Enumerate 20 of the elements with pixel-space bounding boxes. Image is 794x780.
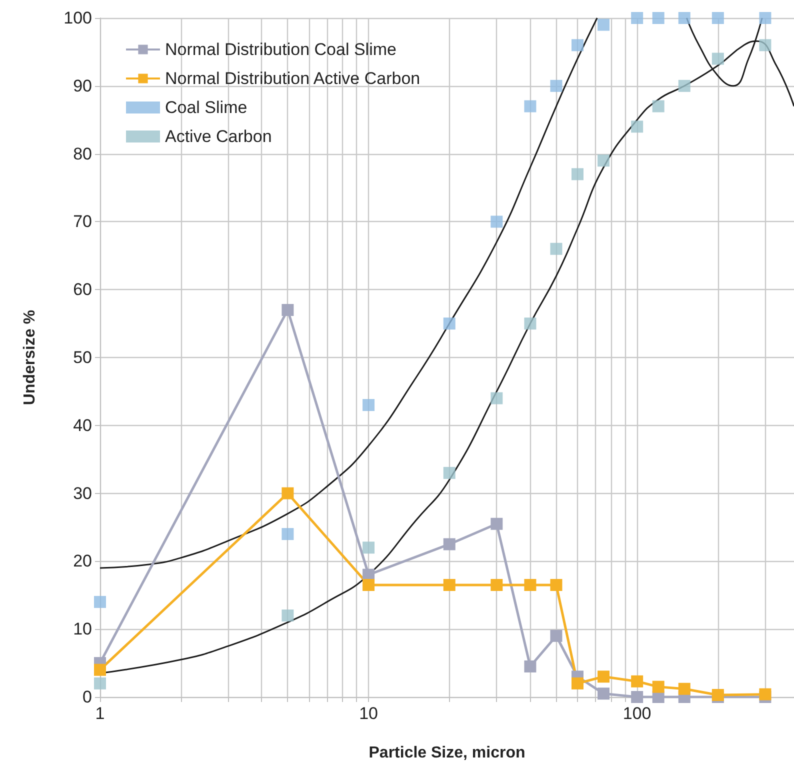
y-tick-label: 90 — [73, 76, 92, 96]
y-tick-label: 0 — [82, 688, 92, 706]
y-tick-label: 80 — [73, 144, 92, 164]
x-tick-label: 1 — [95, 704, 105, 723]
y-tick-label: 20 — [73, 552, 92, 571]
y-tick-label: 40 — [73, 416, 92, 435]
y-tick-label: 50 — [73, 348, 92, 367]
legend-label: Active Carbon — [165, 127, 272, 146]
y-tick-label: 60 — [73, 280, 92, 300]
y-tick-label: 10 — [73, 620, 92, 639]
x-tick-label: 100 — [622, 704, 652, 723]
y-tick-label: 30 — [73, 484, 92, 503]
legend-label: Coal Slime — [165, 98, 248, 117]
legend-label: Normal Distribution Coal Slime — [165, 40, 396, 59]
y-axis-title: Undersize % — [22, 310, 38, 406]
y-tick-label: 100 — [64, 8, 92, 28]
y-tick-label: 70 — [73, 212, 92, 232]
x-axis-title: Particle Size, micron — [368, 744, 526, 762]
legend-label: Normal Distribution Active Carbon — [165, 69, 420, 88]
x-tick-label: 10 — [359, 704, 378, 723]
